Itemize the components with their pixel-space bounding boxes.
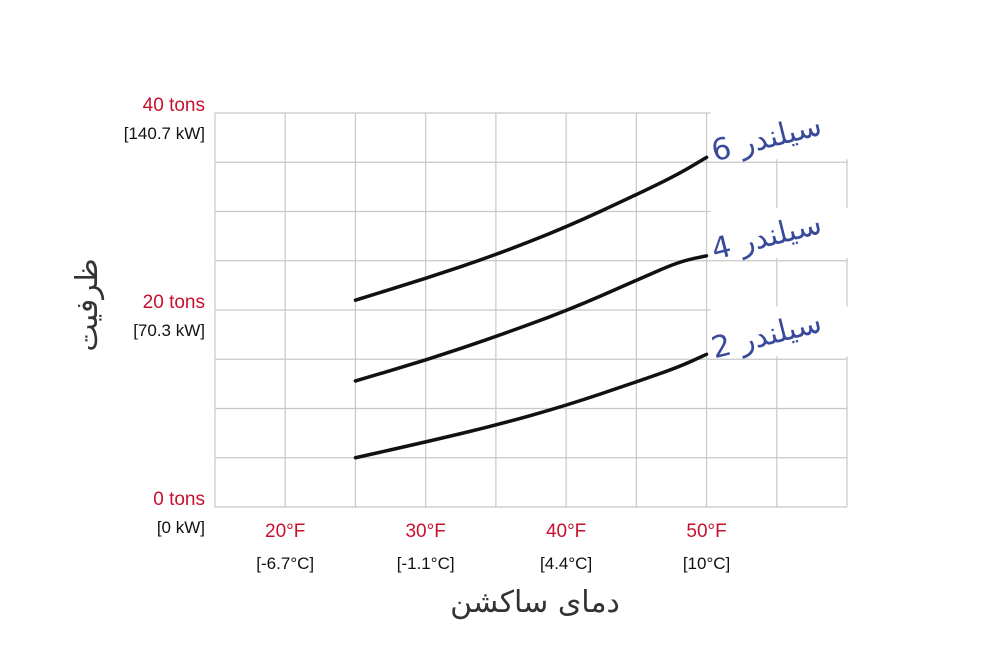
series-labels: سیلندر 6 سیلندر 4 سیلندر 2	[708, 108, 851, 366]
x-tick-label: 50°F	[686, 521, 726, 542]
y-tick-sublabel: [0 kW]	[157, 518, 205, 537]
y-axis-title: ظرفیت	[70, 258, 105, 351]
series-label-background	[710, 207, 851, 258]
tick-labels: 0 tons [0 kW] 20 tons [70.3 kW] 40 tons [140.…	[124, 95, 731, 573]
x-tick-sublabel: [-1.1°C]	[397, 554, 455, 573]
series-label-group-1: سیلندر 6	[708, 108, 851, 169]
x-tick-label: 40°F	[546, 521, 586, 542]
x-tick-sublabel: [4.4°C]	[540, 554, 592, 573]
y-tick-label: 0 tons	[153, 489, 205, 510]
series-label-background	[710, 306, 851, 357]
x-axis-title: دمای ساکشن	[450, 585, 620, 620]
series-line-2	[353, 254, 709, 383]
y-tick-sublabel: [140.7 kW]	[124, 124, 205, 143]
x-tick-label: 30°F	[405, 521, 445, 542]
y-tick-label: 20 tons	[143, 292, 205, 313]
x-tick-sublabel: [10°C]	[683, 554, 730, 573]
x-tick-sublabel: [-6.7°C]	[256, 554, 314, 573]
series-label-group-3: سیلندر 2	[708, 305, 851, 366]
series-line-3	[353, 352, 709, 460]
grid	[214, 112, 848, 508]
series-label-background	[710, 109, 851, 160]
y-tick-label: 40 tons	[143, 95, 205, 116]
x-tick-label: 20°F	[265, 521, 305, 542]
series-label-group-2: سیلندر 4	[708, 207, 851, 268]
series-line-1	[353, 155, 709, 302]
series-lines	[353, 155, 709, 460]
y-tick-sublabel: [70.3 kW]	[133, 321, 205, 340]
